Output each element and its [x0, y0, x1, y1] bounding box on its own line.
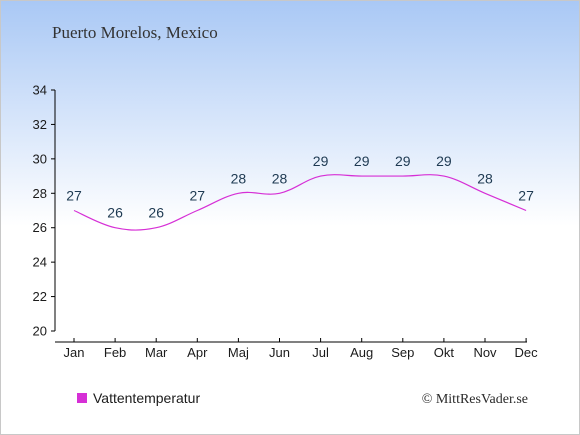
x-tick-label: Sep: [391, 345, 414, 360]
y-tick-label: 26: [33, 220, 47, 235]
data-labels: 27 26 26 27 28 28 29 29 29 29 28 27: [66, 153, 534, 221]
y-tick-label: 22: [33, 289, 47, 304]
x-tick-label: Apr: [187, 345, 208, 360]
x-tick-label: Dec: [515, 345, 539, 360]
y-tick-label: 30: [33, 151, 47, 166]
chart-title: Puerto Morelos, Mexico: [52, 23, 218, 42]
y-tick-label: 28: [33, 186, 47, 201]
x-tick-label: Okt: [434, 345, 455, 360]
legend: Vattentemperatur: [77, 390, 200, 406]
data-label: 29: [436, 153, 452, 169]
x-tick-label: Maj: [228, 345, 249, 360]
legend-swatch: [77, 393, 87, 403]
y-tick-label: 32: [33, 117, 47, 132]
data-label: 26: [148, 205, 164, 221]
data-label: 28: [231, 170, 247, 186]
axes: [54, 90, 527, 343]
series-lines: [73, 174, 527, 231]
data-label: 27: [190, 188, 206, 204]
legend-label: Vattentemperatur: [93, 390, 200, 406]
data-label: 27: [518, 188, 534, 204]
x-tick-label: Jul: [312, 345, 329, 360]
data-label: 26: [107, 205, 123, 221]
x-tick-label: Mar: [145, 345, 168, 360]
data-label: 29: [395, 153, 411, 169]
data-label: 29: [313, 153, 329, 169]
data-label: 27: [66, 188, 82, 204]
x-tick-label: Nov: [473, 345, 497, 360]
credit-text: © MittResVader.se: [422, 392, 528, 407]
series-line: [73, 174, 527, 231]
x-tick-label: Aug: [350, 345, 373, 360]
y-tick-label: 34: [33, 83, 47, 98]
data-label: 29: [354, 153, 370, 169]
x-tick-label: Feb: [104, 345, 126, 360]
x-ticks: Jan Feb Mar Apr Maj Jun Jul Aug Sep Okt Nov Dec: [64, 338, 539, 360]
x-tick-label: Jun: [269, 345, 290, 360]
y-ticks: 20 22 24 26 28 30 32 34: [33, 83, 55, 339]
y-tick-label: 24: [33, 255, 47, 270]
data-label: 28: [272, 170, 288, 186]
y-tick-label: 20: [33, 324, 47, 339]
data-label: 28: [477, 170, 493, 186]
x-tick-label: Jan: [64, 345, 85, 360]
